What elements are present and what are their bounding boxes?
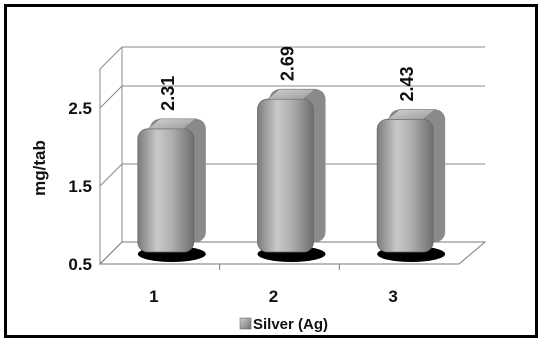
legend-swatch (239, 317, 252, 330)
y-tick-label: 2.5 (68, 99, 92, 118)
bar-cap (266, 88, 317, 100)
y-tick-label: 1.5 (68, 177, 92, 196)
gridline-left (99, 163, 123, 187)
bar (257, 98, 314, 253)
legend-label: Silver (Ag) (253, 316, 328, 333)
gridline-left (99, 46, 123, 70)
y-axis-ticks: 0.5 1.5 2.5 (68, 99, 92, 274)
gridline-left (99, 85, 123, 109)
y-axis-label: mg/tab (30, 140, 49, 196)
bar-cap (386, 109, 436, 120)
x-tick-label: 2 (269, 287, 278, 306)
data-label: 2.31 (158, 76, 178, 111)
y-tick-label: 0.5 (68, 255, 92, 274)
x-tick-label: 3 (388, 287, 397, 306)
bar (376, 119, 434, 253)
data-labels: 2.31 2.69 2.43 (158, 46, 417, 111)
x-axis-ticks: 1 2 3 (149, 287, 398, 306)
bar-layer (137, 88, 446, 262)
data-label: 2.69 (278, 46, 298, 81)
bar-cap (147, 118, 197, 130)
x-tick-label: 1 (149, 287, 158, 306)
legend: Silver (Ag) (239, 316, 328, 333)
bar (137, 128, 195, 253)
data-label: 2.43 (397, 66, 417, 101)
